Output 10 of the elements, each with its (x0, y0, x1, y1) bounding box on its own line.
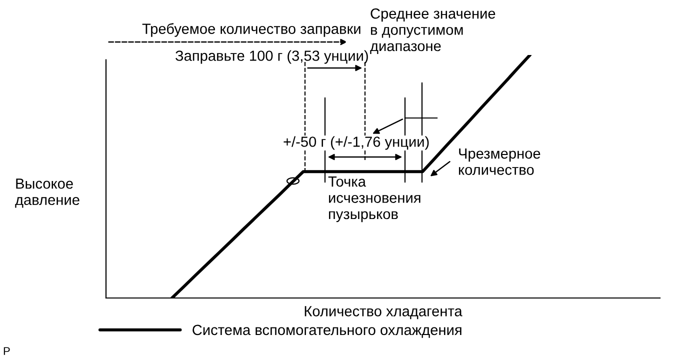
text: Требуемое количество заправки (142, 23, 360, 37)
text: Среднее значение в допустимом диапазоне (370, 8, 496, 54)
annotation: Заправьте 100 г (3,53 унции) (175, 50, 368, 64)
text: P (4, 347, 10, 355)
annotation: Чрезмерное количество (458, 148, 540, 175)
annotation: Точка исчезновения пузырьков (328, 176, 420, 222)
text: Система вспомогательного охлаждения (192, 324, 462, 338)
text: Высокое давление (15, 178, 80, 208)
x-axis-title: Количество хладагента (304, 306, 462, 320)
annotation: +/-50 г (+/-1,76 унции) (284, 136, 429, 150)
